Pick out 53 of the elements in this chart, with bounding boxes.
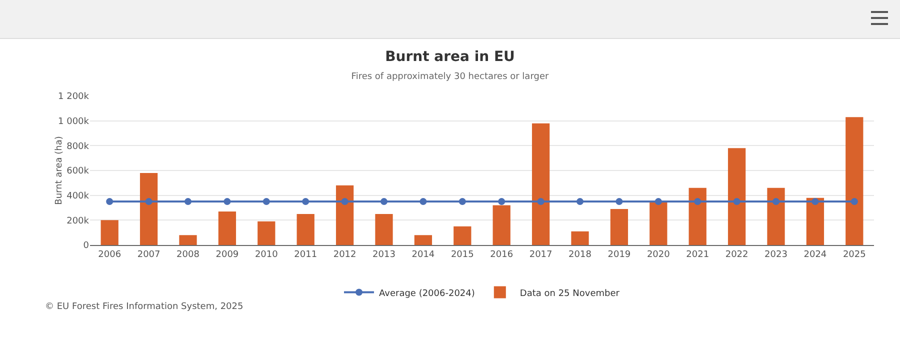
bar [375,214,393,245]
x-tick-label: 2011 [294,250,318,260]
x-tick-label: 2018 [568,250,592,260]
bar [571,231,589,245]
y-axis-title: Burnt area (ha) [54,136,65,205]
x-tick-label: 2008 [176,250,200,260]
legend-label: Average (2006-2024) [379,288,475,299]
x-tick-label: 2015 [450,250,474,260]
bar [296,214,314,245]
x-tick-label: 2012 [333,250,356,260]
bar [728,148,746,245]
bar [454,226,472,245]
x-tick-label: 2014 [412,250,435,260]
x-tick-label: 2009 [216,250,239,260]
y-tick-label: 400k [66,191,90,202]
text: © EU Forest Fires Information System, 2025 [45,302,244,312]
bar [688,188,706,245]
y-tick-label: 0 [83,241,90,252]
bar [140,172,158,245]
y-tick-label: 1 200k [58,92,90,102]
x-tick-label: 2023 [764,250,788,260]
y-tick-label: 800k [66,142,90,152]
bar [258,221,276,245]
x-tick-label: 2022 [725,250,748,260]
bar [610,208,628,245]
chart-subtitle: Fires of approximately 30 hectares or larger [351,72,549,82]
x-tick-label: 2024 [804,250,827,260]
legend-label: Data on 25 November [520,288,620,299]
bar [767,188,785,245]
y-tick-label: 200k [66,216,90,226]
x-tick-label: 2019 [608,250,631,260]
y-tick-label: 1 000k [58,116,90,127]
x-tick-label: 2020 [646,250,670,260]
chart-title: Burnt area in EU [385,49,515,65]
bar [650,202,668,245]
bar [414,235,432,245]
x-tick-label: 2016 [490,250,514,260]
x-tick-label: 2010 [254,250,278,260]
y-tick-label: 600k [66,166,90,177]
x-tick-label: 2013 [372,250,396,260]
x-tick-label: 2021 [686,250,710,260]
bar [179,235,197,245]
x-tick-label: 2017 [529,250,552,260]
x-tick-label: 2025 [842,250,866,260]
bar [846,117,864,245]
bar [492,205,510,245]
bar [532,123,550,245]
bar [806,198,824,245]
x-tick-label: 2007 [137,250,160,260]
bar [218,211,236,245]
bar [336,185,354,245]
bar [100,220,118,245]
x-tick-label: 2006 [98,250,122,260]
